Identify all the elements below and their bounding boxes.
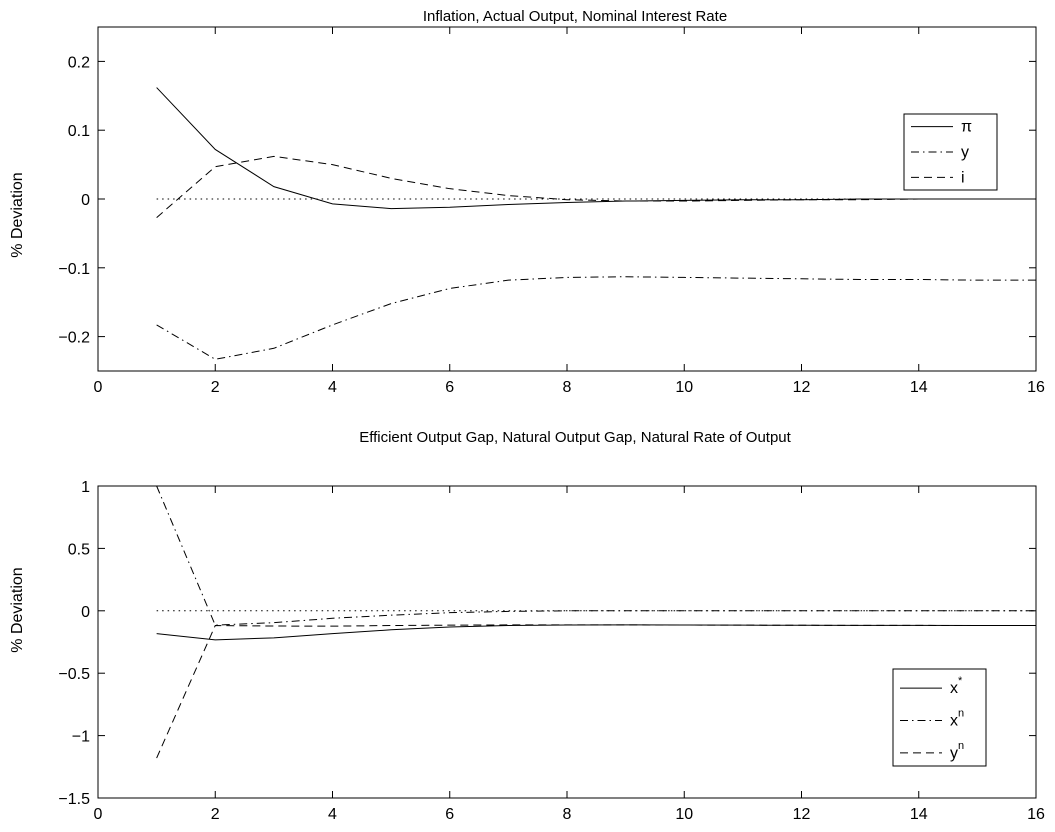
legend-label: x* [950, 675, 963, 697]
x-tick-label: 6 [445, 806, 454, 823]
x-tick-label: 4 [328, 379, 337, 396]
x-tick-label: 8 [563, 806, 572, 823]
x-tick-label: 6 [445, 379, 454, 396]
series-line-dashdot [156, 276, 1036, 360]
x-tick-label: 16 [1027, 379, 1045, 396]
x-tick-label: 12 [793, 806, 811, 823]
x-tick-label: 8 [563, 379, 572, 396]
series-line-dashed [156, 155, 1036, 218]
y-tick-label: −1 [72, 729, 90, 746]
legend-label: y [961, 144, 969, 161]
legend-label: i [961, 169, 965, 186]
legend-label: xn [950, 708, 964, 730]
top-panel-title: Inflation, Actual Output, Nominal Intere… [423, 8, 727, 25]
x-tick-label: 16 [1027, 806, 1045, 823]
x-tick-label: 0 [94, 806, 103, 823]
x-tick-label: 4 [328, 806, 337, 823]
y-tick-label: −0.5 [58, 666, 90, 683]
x-tick-label: 0 [94, 379, 103, 396]
legend: πyi [903, 113, 998, 191]
y-tick-label: 0.2 [68, 54, 90, 71]
x-tick-label: 14 [910, 379, 928, 396]
y-tick-label: −0.1 [58, 261, 90, 278]
y-tick-label: 0.5 [68, 541, 90, 558]
y-tick-label: 0 [81, 604, 90, 621]
legend-label: π [961, 119, 972, 136]
y-tick-label: −0.2 [58, 330, 90, 347]
bottom-panel: Efficient Output Gap, Natural Output Gap… [9, 429, 1045, 823]
y-tick-label: 0 [81, 192, 90, 209]
x-tick-label: 2 [211, 806, 220, 823]
top-panel: Inflation, Actual Output, Nominal Intere… [9, 8, 1045, 396]
bottom-panel-title: Efficient Output Gap, Natural Output Gap… [359, 429, 791, 446]
bottom-panel-ylabel: % Deviation [9, 567, 26, 652]
x-tick-label: 12 [793, 379, 811, 396]
y-tick-label: 1 [81, 479, 90, 496]
top-panel-ylabel: % Deviation [9, 172, 26, 257]
x-tick-label: 14 [910, 806, 928, 823]
legend-label: yn [950, 740, 964, 762]
legend-box [892, 668, 987, 767]
y-tick-label: −1.5 [58, 791, 90, 808]
x-tick-label: 2 [211, 379, 220, 396]
series-line-dashdot [156, 485, 1036, 626]
plot-area [97, 485, 1037, 799]
legend: x* xn yn [892, 668, 987, 767]
series-line-dashed [156, 624, 1036, 759]
x-tick-label: 10 [675, 806, 693, 823]
x-tick-label: 10 [675, 379, 693, 396]
y-tick-label: 0.1 [68, 123, 90, 140]
